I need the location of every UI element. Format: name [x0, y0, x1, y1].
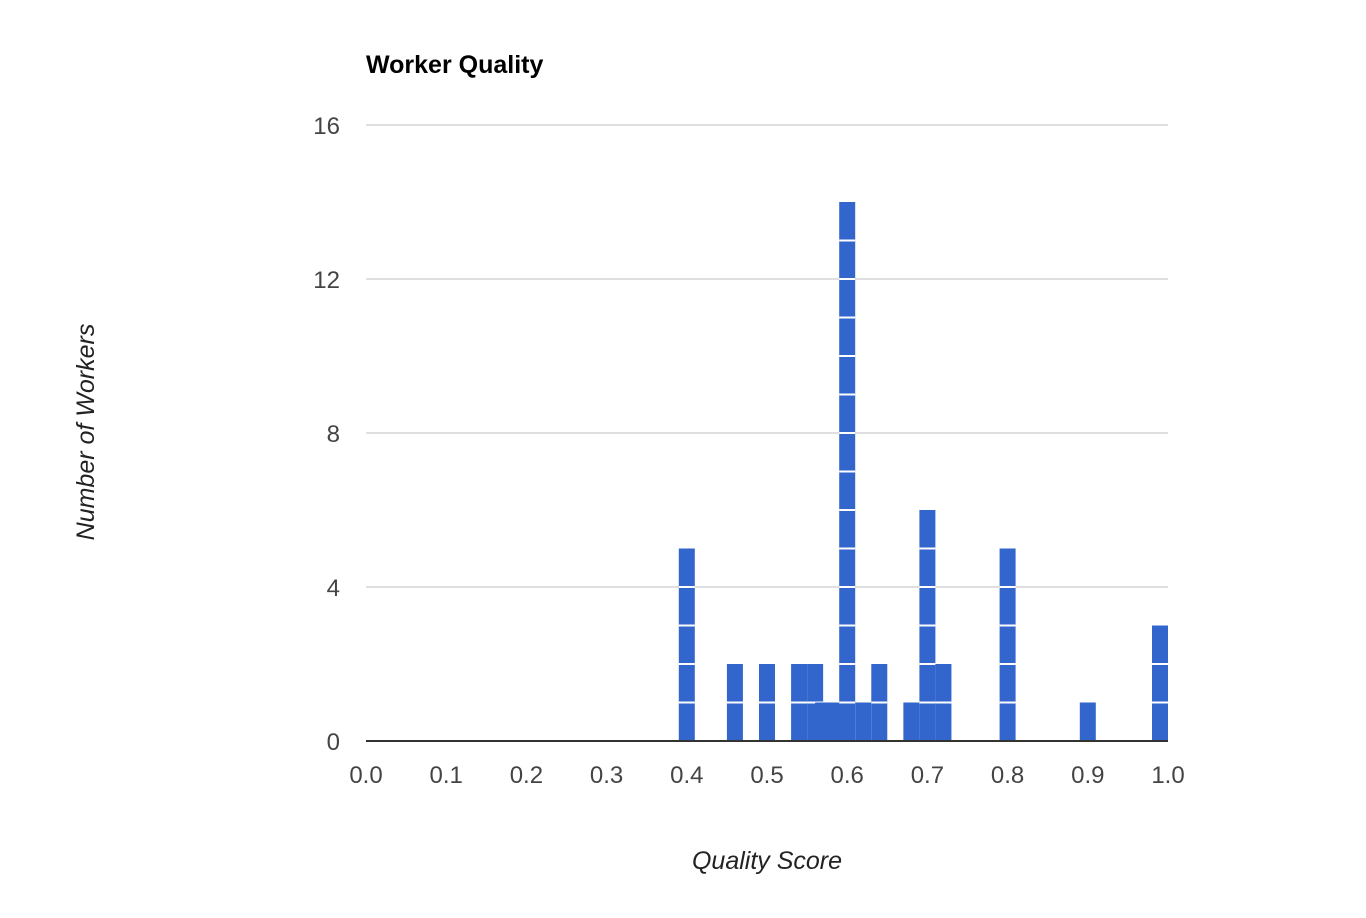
- y-tick-label: 16: [313, 113, 340, 140]
- histogram-bar: [759, 664, 775, 741]
- histogram-bar: [999, 548, 1016, 741]
- x-tick-label: 0.9: [1071, 762, 1104, 789]
- x-tick-label: 0.5: [750, 762, 783, 789]
- histogram-bar: [678, 548, 695, 741]
- bar-fill: [999, 548, 1016, 741]
- bar-fill: [903, 702, 920, 741]
- x-tick-label: 0.4: [670, 762, 703, 789]
- y-axis-label: Number of Workers: [72, 324, 100, 541]
- x-axis-label: Quality Score: [692, 847, 842, 875]
- y-tick-label: 8: [327, 421, 340, 448]
- x-tick-label: 0.6: [831, 762, 864, 789]
- bar-fill: [855, 702, 872, 741]
- histogram-bar: [827, 702, 844, 741]
- histogram-bar: [1152, 625, 1168, 741]
- bar-fill: [827, 702, 844, 741]
- x-tick-label: 0.1: [430, 762, 463, 789]
- histogram-bar: [935, 664, 952, 741]
- x-tick-label: 0.0: [349, 762, 382, 789]
- y-tick-label: 0: [327, 729, 340, 756]
- x-tick-labels: 0.0 0.1 0.2 0.3 0.4 0.5 0.6 0.7 0.8 0.9 1.0: [349, 762, 1184, 789]
- histogram-bar: [815, 702, 832, 741]
- histogram-bar: [1079, 702, 1096, 741]
- x-tick-label: 0.3: [590, 762, 623, 789]
- x-tick-label: 0.2: [510, 762, 543, 789]
- x-tick-label: 1.0: [1151, 762, 1184, 789]
- chart-title: Worker Quality: [366, 51, 543, 79]
- y-tick-label: 12: [313, 267, 340, 294]
- histogram-bar: [855, 702, 872, 741]
- histogram-bar: [791, 664, 808, 741]
- histogram-bar: [871, 664, 888, 741]
- bar-fill: [678, 548, 695, 741]
- gridlines: [366, 124, 1168, 588]
- x-tick-label: 0.7: [911, 762, 944, 789]
- histogram-bar: [903, 702, 920, 741]
- histogram-bar: [726, 664, 743, 741]
- bar-fill: [1079, 702, 1096, 741]
- y-tick-label: 4: [327, 575, 340, 602]
- bars: [678, 202, 1168, 741]
- histogram-bar: [839, 202, 856, 741]
- bar-fill: [1152, 625, 1168, 741]
- histogram-bar: [919, 510, 936, 741]
- x-tick-label: 0.8: [991, 762, 1024, 789]
- y-tick-labels: 0 4 8 12 16: [313, 113, 340, 756]
- bar-fill: [815, 702, 832, 741]
